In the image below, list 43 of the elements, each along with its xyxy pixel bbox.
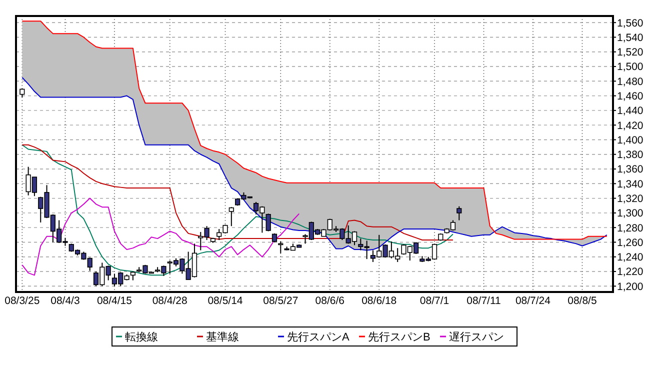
y-tick-label: 1,520 [617,46,644,59]
legend-label: 転換線 [125,331,158,344]
line-series [22,76,608,251]
x-tick-label: 08/7/1 [420,295,450,307]
y-tick-label: 1,360 [617,164,644,176]
x-tick-label: 08/8/5 [568,295,597,307]
y-tick-label: 1,560 [617,17,644,30]
y-tick-label: 1,300 [617,208,644,220]
y-tick-label: 1,440 [617,105,644,118]
line-series [22,144,454,241]
y-tick-label: 1,200 [617,280,644,293]
y-tick-label: 1,400 [617,134,644,146]
legend-label: 先行スパンA [287,330,350,344]
y-tick-label: 1,500 [617,61,644,74]
x-tick-label: 08/6/18 [362,295,397,307]
x-tick-label: 08/4/15 [96,295,132,307]
y-tick-label: 1,320 [617,192,644,205]
legend-label: 基準線 [206,330,239,344]
x-tick-label: 08/4/3 [50,295,80,307]
x-tick-label: 08/5/14 [208,295,243,307]
line-series [22,144,454,276]
x-tick-label: 08/5/27 [263,295,298,307]
legend-label: 遅行スパン [449,331,504,344]
y-tick-label: 1,480 [617,76,644,88]
y-tick-label: 1,420 [617,120,644,132]
x-tick-label: 08/6/6 [315,295,345,307]
x-tick-label: 08/3/25 [4,295,40,307]
y-tick-label: 1,340 [617,178,644,190]
x-tick-label: 08/7/11 [466,295,502,307]
candlestick [228,206,234,227]
candlestick [456,206,462,221]
candlestick [266,213,271,232]
legend-label: 先行スパンB [368,330,430,344]
y-tick-label: 1,540 [617,32,644,44]
y-tick-label: 1,280 [617,222,644,234]
y-tick-label: 1,460 [617,90,644,102]
y-tick-label: 1,380 [617,149,644,162]
x-tick-label: 08/7/24 [515,295,551,307]
y-tick-label: 1,220 [617,266,644,278]
x-tick-label: 08/4/28 [152,295,188,307]
y-tick-label: 1,260 [617,236,644,249]
line-series [22,198,300,276]
y-tick-label: 1,240 [617,252,644,264]
